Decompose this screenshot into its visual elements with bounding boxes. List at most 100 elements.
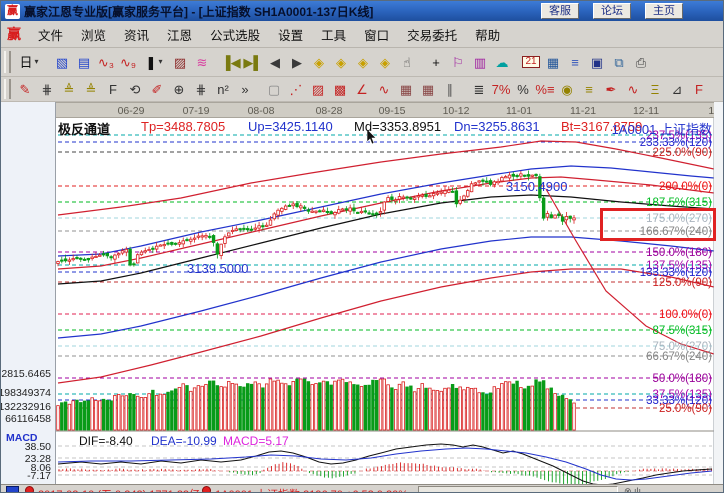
- flag-pen-icon[interactable]: ✒: [605, 81, 617, 97]
- golden-section-icon[interactable]: ≜: [63, 81, 75, 97]
- menu-browse[interactable]: 浏览: [81, 28, 107, 43]
- up-line: [57, 165, 714, 257]
- ruler-pen-icon[interactable]: ✐: [151, 81, 163, 97]
- gold-lines-icon[interactable]: ≡: [585, 81, 593, 97]
- smart-brain-icon[interactable]: ☁: [495, 54, 509, 70]
- bt-line: [57, 268, 714, 384]
- select-rect-icon[interactable]: ▢: [267, 81, 281, 97]
- dea-line: [57, 447, 713, 481]
- prev-bar-icon[interactable]: ◀: [270, 54, 280, 70]
- first-page-icon[interactable]: ▐◀: [221, 54, 241, 70]
- hand-tool-icon[interactable]: ☝: [403, 54, 411, 70]
- status-alert-icon[interactable]: [202, 486, 212, 492]
- info-list-icon[interactable]: ▤: [77, 54, 91, 70]
- status-alert-icon[interactable]: [25, 486, 34, 492]
- print-icon[interactable]: ⎙: [635, 54, 647, 70]
- time-grid-icon[interactable]: ⋕: [195, 81, 207, 97]
- gann-level-label: 125.0%(90): [653, 277, 713, 289]
- home-button[interactable]: 主页: [645, 3, 683, 19]
- angle-line-icon[interactable]: ∠: [356, 81, 368, 97]
- gann-grid-icon[interactable]: ⋕: [41, 81, 53, 97]
- wave-band-icon[interactable]: ∿: [627, 81, 639, 97]
- calculator-icon[interactable]: ▦: [546, 54, 560, 70]
- gold-circle-icon[interactable]: ◉: [561, 81, 573, 97]
- titlebar-buttons: 客服 论坛 主页: [541, 3, 683, 19]
- wave-9-icon[interactable]: ∿₉: [119, 54, 137, 70]
- toolbar-main: 日 ▧ ▤ ∿₃∿₉❚▨ ≋ ▐◀▶▌ ◀ ▶ ◈ ◈ ◈ ◈ ☝ + ⚐ ▥ ☁ 21▦ ≡ ▣ ⧉ ⎙: [1, 48, 723, 77]
- last-page-icon[interactable]: ▶▌: [243, 54, 263, 70]
- menu-settings[interactable]: 设置: [278, 28, 304, 43]
- angle-j-icon[interactable]: ⊿: [671, 81, 683, 97]
- measure-flag-icon[interactable]: ⚐: [452, 54, 464, 70]
- expand-y-icon[interactable]: ◈: [358, 54, 368, 70]
- percent-icon[interactable]: %: [517, 81, 529, 97]
- parallel-lines-icon[interactable]: ∥: [446, 81, 454, 97]
- zigzag-icon[interactable]: ∿: [378, 81, 390, 97]
- candle-style-button[interactable]: ❚: [139, 52, 169, 72]
- app-logo: 赢: [5, 3, 20, 19]
- expand-x-icon[interactable]: ◈: [314, 54, 324, 70]
- grid-box-icon[interactable]: ▦: [399, 81, 413, 97]
- compress-y-icon[interactable]: ◈: [380, 54, 390, 70]
- gann-level-label: 25.0%(90): [659, 403, 712, 415]
- date-axis: 06-29 07-19 08-08 08-28 09-15 10-12 11-01 11-21…: [56, 102, 723, 129]
- save-icon[interactable]: ▣: [590, 54, 604, 70]
- overlay-chart-icon[interactable]: ▧: [55, 54, 69, 70]
- kline-chart-canvas[interactable]: 237.5%(135)233.33%(120)225.0%(90) 200.0%(…: [56, 118, 714, 484]
- grid-arrow-icon[interactable]: ▦: [421, 81, 435, 97]
- spiral-icon[interactable]: ⟲: [129, 81, 141, 97]
- price-ruler-icon[interactable]: ≣: [473, 81, 485, 97]
- gann-level-label: 225.0%(90): [653, 147, 713, 159]
- menu-news[interactable]: 资讯: [124, 28, 150, 43]
- menu-tools[interactable]: 工具: [321, 28, 347, 43]
- golden-section2-icon[interactable]: ≜: [85, 81, 97, 97]
- percent-channel-icon[interactable]: 7%: [491, 81, 511, 97]
- next-bar-icon[interactable]: ▶: [292, 54, 302, 70]
- wave-3-icon[interactable]: ∿₃: [97, 54, 115, 70]
- forum-button[interactable]: 论坛: [593, 3, 631, 19]
- toolbar-drawing: ✎ ⋕ ≜ ≜ F ⟲ ✐ ⊕ ⋕ n² » ▢ ⋰ ▨ ▩ ∠ ∿ ▦ ▦ ∥ ≣ 7%% %≡ ◉ ≡ ✒ ∿ Ξ ⊿ F: [1, 77, 723, 102]
- cycle-circle-icon[interactable]: ⊕: [173, 81, 185, 97]
- ray-fan-icon[interactable]: ⋰: [289, 81, 303, 97]
- menu-formula-stockpick[interactable]: 公式选股: [210, 28, 261, 43]
- fan-f-icon[interactable]: F: [695, 81, 703, 97]
- draw-pen-icon[interactable]: ✎: [19, 81, 31, 97]
- channel-dn-value: Dn=3255.8631: [454, 119, 540, 134]
- volume-series: [56, 378, 576, 431]
- period-day-button[interactable]: 日: [14, 52, 44, 72]
- percent-lines-icon[interactable]: %≡: [535, 81, 555, 97]
- toolbar-main-items: 日 ▧ ▤ ∿₃∿₉❚▨ ≋ ▐◀▶▌ ◀ ▶ ◈ ◈ ◈ ◈ ☝ + ⚐ ▥ ☁ 21▦ ≡ ▣ ⧉ ⎙: [14, 52, 652, 72]
- md-line: [57, 194, 714, 285]
- gold-underline-icon[interactable]: Ξ: [650, 81, 660, 97]
- calendar-icon[interactable]: 21: [520, 52, 542, 72]
- pattern-box-icon[interactable]: ▨: [311, 81, 325, 97]
- n-square-icon[interactable]: n²: [217, 81, 229, 97]
- more-tools-chevron[interactable]: »: [241, 81, 249, 97]
- chip-distribution-icon[interactable]: ▨: [173, 54, 187, 70]
- notes-icon[interactable]: ≡: [571, 54, 579, 70]
- status-window-icon[interactable]: [6, 486, 19, 492]
- menu-help[interactable]: 帮助: [475, 28, 501, 43]
- net-box-icon[interactable]: ▩: [333, 81, 347, 97]
- gann-level-label: 37.5%(135): [653, 389, 713, 401]
- menu-trade[interactable]: 交易委托: [407, 28, 458, 43]
- status-market-text: 2017-02-10 (五 0.242) 1771.32亿: [38, 486, 200, 492]
- menu-window[interactable]: 窗口: [364, 28, 390, 43]
- menu-file[interactable]: 文件: [38, 28, 64, 43]
- gann-level-label: 233.33%(120): [640, 137, 712, 149]
- channel-up-value: Up=3425.1140: [248, 119, 333, 134]
- gann-level-label: 33.33%(120): [646, 395, 712, 407]
- compress-x-icon[interactable]: ◈: [336, 54, 346, 70]
- chip-peak-icon[interactable]: ▥: [473, 54, 487, 70]
- color-band-icon[interactable]: ≋: [196, 54, 208, 70]
- share-icon[interactable]: ⧉: [614, 54, 624, 70]
- toolbar-grip[interactable]: [4, 50, 11, 74]
- crosshair-icon[interactable]: +: [432, 54, 440, 70]
- fibonacci-icon[interactable]: F: [109, 81, 117, 97]
- toolbar-grip[interactable]: [4, 79, 11, 99]
- customer-service-button[interactable]: 客服: [541, 3, 579, 19]
- gann-level-label: 200.0%(0): [659, 181, 712, 193]
- status-quote-text: 1A0001 上证指数 3196.70 +6.52 0.20%: [215, 486, 408, 492]
- menu-gann[interactable]: 江恩: [167, 28, 193, 43]
